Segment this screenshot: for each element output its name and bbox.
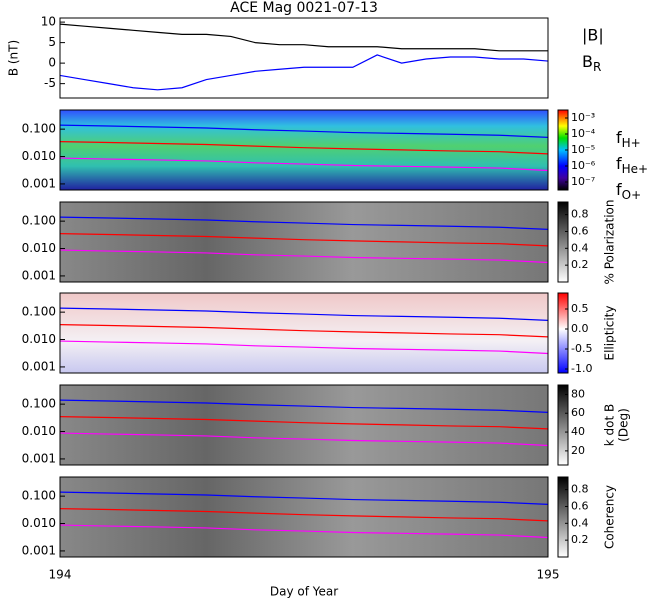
colorbar: [557, 384, 569, 466]
colorbar-label: Coherency: [603, 485, 617, 549]
colorbar-tick-label: 20: [571, 444, 585, 457]
colorbar-tick-label: 10⁻⁵: [571, 143, 595, 156]
x-tick-label: 195: [537, 568, 560, 582]
series-line: [59, 124, 549, 138]
colorbar: [557, 201, 569, 283]
y-tick-label: 0.010: [22, 424, 56, 438]
y-tick-label: 0.001: [22, 451, 56, 465]
colorbar-tick-label: 80: [571, 387, 585, 400]
y-tick-label: 0.010: [22, 149, 56, 163]
series-line: [59, 416, 549, 430]
legend-entry: |B|: [582, 26, 604, 45]
y-tick-label: 0.001: [22, 268, 56, 282]
colorbar-label: Ellipticity: [603, 306, 617, 361]
y-tick-label: 0.010: [22, 516, 56, 530]
y-tick-label: 0.100: [22, 489, 56, 503]
colorbar-tick-label: 0.4: [571, 241, 589, 254]
colorbar-tick-label: 0.8: [571, 208, 589, 221]
x-tick-label: 194: [49, 568, 72, 582]
series-line: [59, 157, 549, 172]
spectrogram-background: [60, 293, 548, 373]
series-line: [59, 324, 549, 338]
y-tick-label: 5: [48, 35, 56, 49]
y-tick-label: 0.001: [22, 359, 56, 373]
chart-title: ACE Mag 0021-07-13: [230, 0, 378, 16]
series-line: [59, 508, 549, 522]
y-tick-label: 0.100: [22, 214, 56, 228]
series-line: [59, 340, 549, 355]
spectrogram-background: [60, 110, 548, 190]
colorbar: [557, 292, 569, 374]
y-tick-label: 0.100: [22, 305, 56, 319]
series-line: [59, 524, 549, 539]
colorbar-tick-label: 0.0: [571, 322, 589, 335]
y-tick-label: 0.010: [22, 241, 56, 255]
y-tick-label: 0.100: [22, 122, 56, 136]
plot-frame: [59, 384, 549, 466]
x-axis-label: Day of Year: [270, 585, 338, 599]
colorbar-tick-label: 0.8: [571, 483, 589, 496]
series-line: [59, 307, 549, 321]
plot-frame: [59, 17, 549, 99]
spectrogram-background: [60, 202, 548, 282]
colorbar-tick-label: 0.2: [571, 533, 589, 546]
legend-entry: BR: [582, 52, 601, 74]
series-line: [59, 54, 549, 91]
spectrogram-background: [60, 385, 548, 465]
colorbar-tick-label: 0.2: [571, 258, 589, 271]
y-tick-label: -5: [44, 76, 56, 90]
colorbar-tick-label: 10⁻³: [571, 111, 595, 124]
series-line: [59, 399, 549, 413]
colorbar-tick-label: 10⁻⁶: [571, 159, 596, 172]
colorbar-tick-label: 40: [571, 425, 585, 438]
series-line: [59, 141, 549, 155]
colorbar-tick-label: 10⁻⁴: [571, 127, 596, 140]
colorbar-tick-label: 0.6: [571, 224, 589, 237]
series-line: [59, 432, 549, 447]
colorbar-tick-label: -0.5: [571, 342, 592, 355]
legend-entry: fHe+: [616, 154, 648, 176]
series-line: [59, 23, 548, 52]
series-line: [59, 249, 549, 264]
legend-entry: fH+: [616, 128, 641, 150]
plot-frame: [59, 201, 549, 283]
colorbar: [557, 476, 569, 558]
y-tick-label: 0.100: [22, 397, 56, 411]
colorbar-tick-label: 0.6: [571, 499, 589, 512]
legend-entry: fO+: [616, 180, 641, 202]
y-axis-label: B (nT): [7, 40, 21, 76]
colorbar-tick-label: 0.5: [571, 302, 589, 315]
y-tick-label: 0.001: [22, 543, 56, 557]
plot-frame: [59, 476, 549, 558]
y-tick-label: 0: [48, 56, 56, 70]
series-line: [59, 233, 549, 247]
y-tick-label: 0.001: [22, 176, 56, 190]
colorbar-unit: (Deg): [617, 408, 631, 442]
y-tick-label: 0.010: [22, 332, 56, 346]
spectrogram-background: [60, 477, 548, 557]
plot-frame: [59, 292, 549, 374]
colorbar-tick-label: 0.4: [571, 516, 589, 529]
colorbar-label: % Polarization: [603, 200, 617, 285]
colorbar-tick-label: -1.0: [571, 362, 592, 375]
colorbar-label: k dot B: [603, 404, 617, 446]
series-line: [59, 491, 549, 505]
series-line: [59, 216, 549, 230]
plot-frame: [59, 109, 549, 191]
y-tick-label: 10: [41, 15, 56, 29]
colorbar-tick-label: 60: [571, 406, 585, 419]
colorbar-tick-label: 10⁻⁷: [571, 175, 595, 188]
